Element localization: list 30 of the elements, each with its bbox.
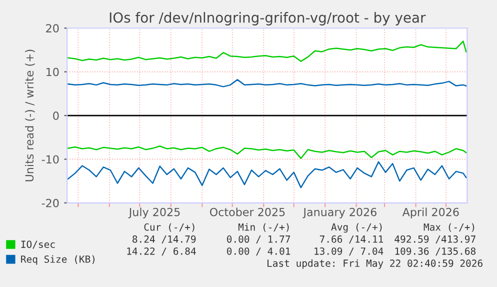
text: 109.36 /135.68 <box>395 247 476 256</box>
x-tick-label: October 2025 <box>210 208 285 216</box>
y-axis-title: Units read (-) / write (+) <box>25 50 35 182</box>
text: 8.24 /14.79 <box>132 235 196 244</box>
y-tick-label: -20 <box>42 198 59 208</box>
text: Avg (-/+) <box>331 223 382 233</box>
x-tick-label: July 2025 <box>128 208 180 218</box>
y-tick-label: 10 <box>46 68 59 76</box>
line-series <box>67 79 467 88</box>
text: 13.09 / 7.04 <box>314 247 384 256</box>
text: 7.66 /14.11 <box>320 235 384 244</box>
y-tick-label: 0 <box>53 111 59 120</box>
text: Min (-/+) <box>238 223 289 232</box>
line-series <box>67 161 467 188</box>
y-tick-label: 20 <box>46 24 59 33</box>
legend-label: Req Size (KB) <box>21 255 94 265</box>
line-series <box>67 145 467 159</box>
legend-label: IO/sec <box>21 240 55 249</box>
line-series <box>67 40 467 62</box>
text: 14.22 / 6.84 <box>127 247 196 256</box>
text: 0.00 / 1.77 <box>226 235 290 244</box>
text: 492.59 /413.97 <box>394 235 476 244</box>
text: 0.00 / 4.01 <box>226 247 290 256</box>
text: Last update: Fri May 22 02:40:59 2026 <box>268 259 482 269</box>
x-tick-label: January 2026 <box>302 208 376 218</box>
text: Cur (-/+) <box>144 223 194 232</box>
y-tick-label: -10 <box>42 155 59 164</box>
chart-title: IOs for /dev/nlnogring-grifon-vg/root - by year <box>110 12 426 26</box>
text: Max (-/+) <box>424 223 474 232</box>
x-tick-label: April 2026 <box>402 208 459 218</box>
